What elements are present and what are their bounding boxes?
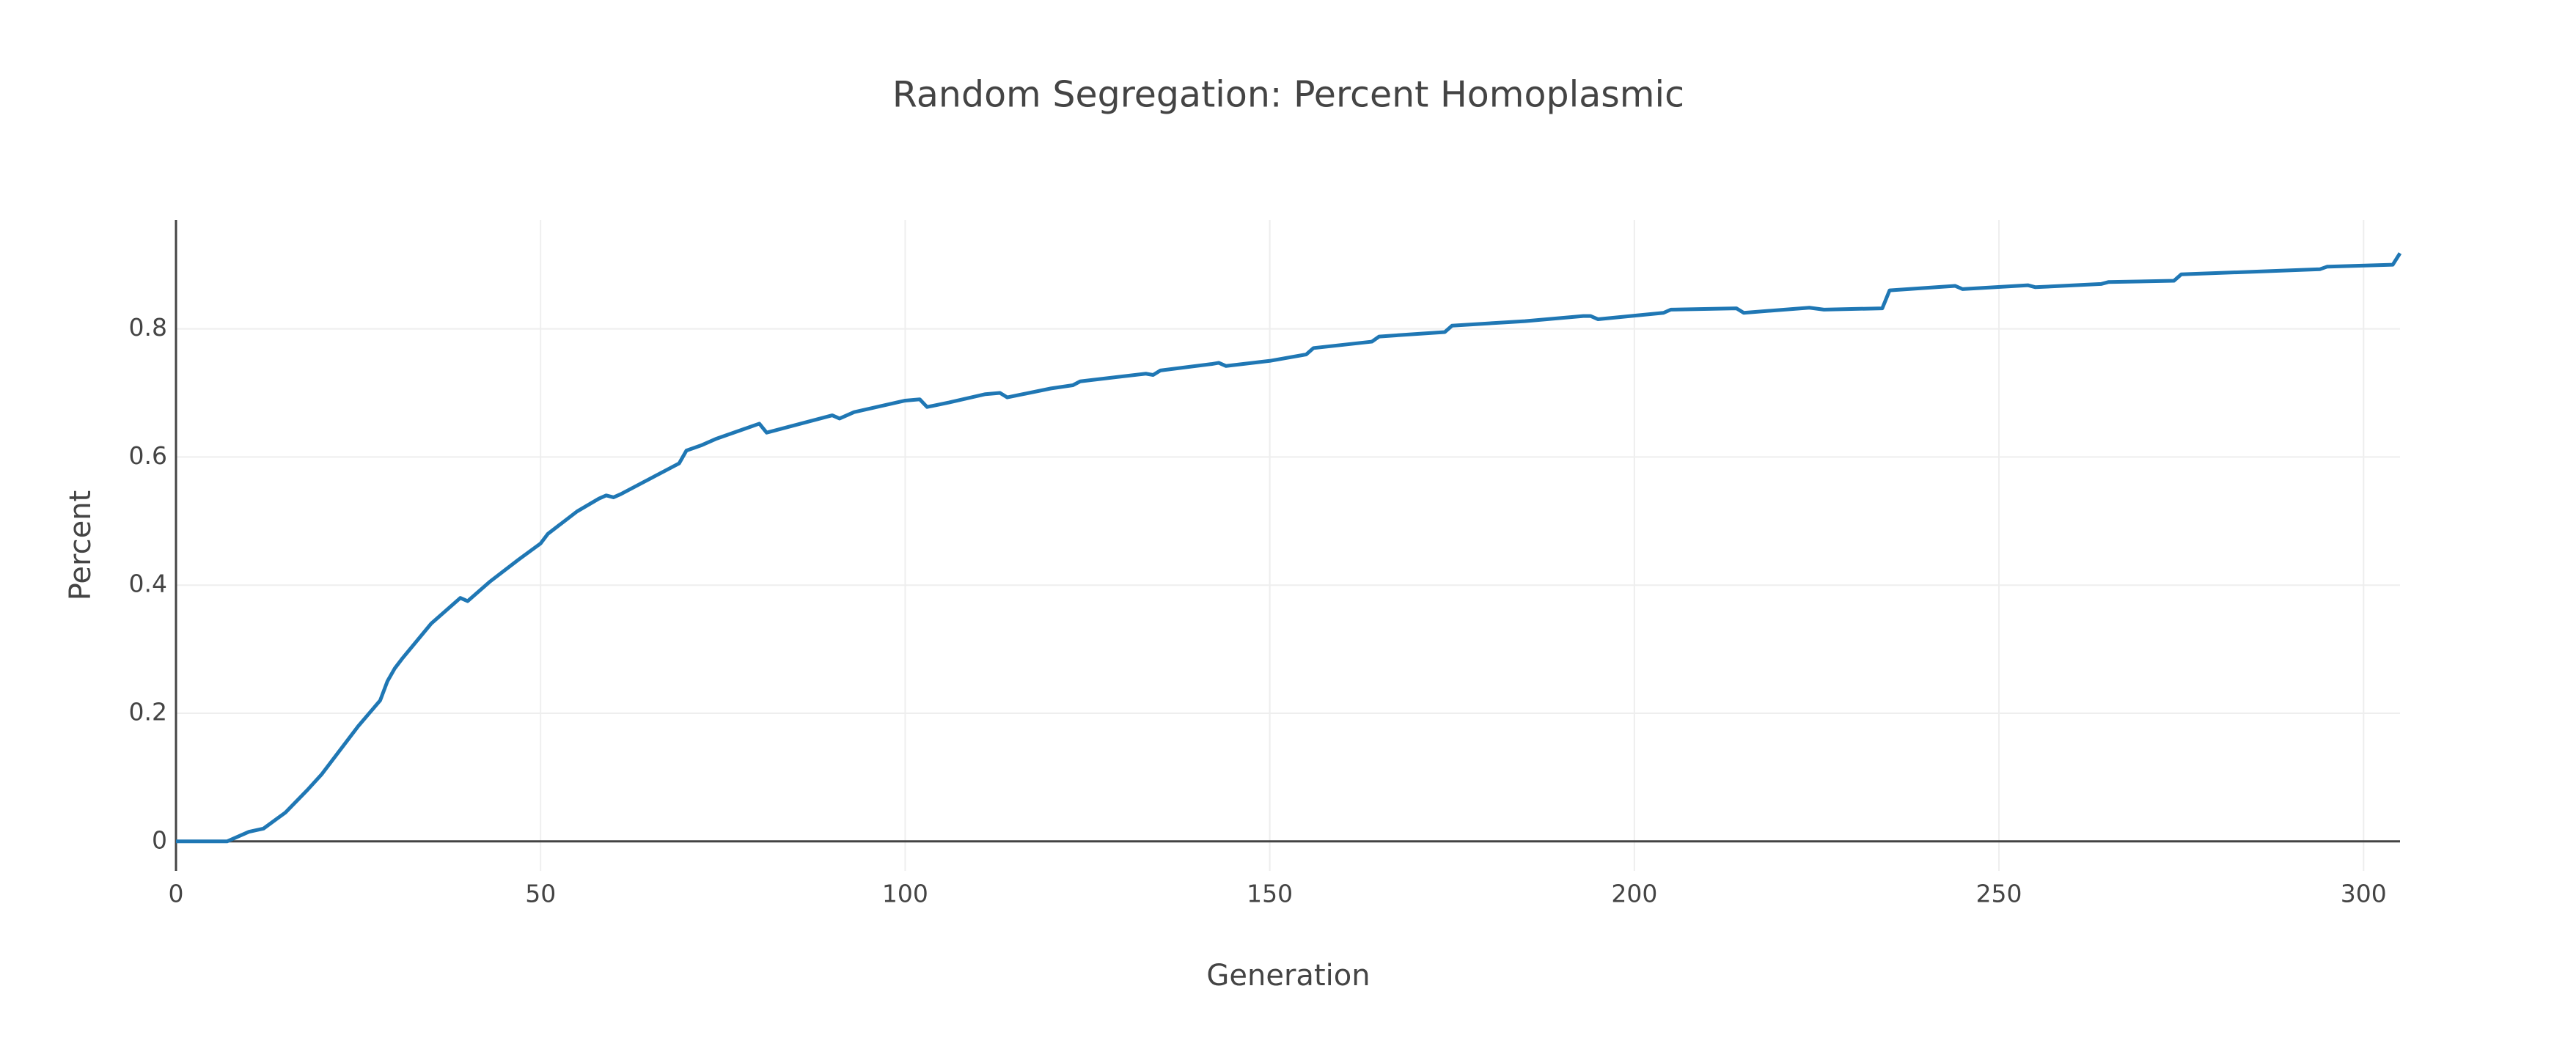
y-axis-title: Percent	[64, 490, 98, 601]
chart-title: Random Segregation: Percent Homoplasmic	[892, 74, 1684, 116]
x-tick-label: 0	[169, 880, 184, 908]
x-tick-label: 50	[525, 880, 556, 908]
y-tick-label: 0	[152, 825, 167, 854]
y-tick-label: 0.4	[129, 570, 167, 598]
x-axis-title: Generation	[1206, 959, 1370, 993]
x-tick-label: 250	[1976, 880, 2022, 908]
data-line	[176, 252, 2402, 844]
x-tick-label: 100	[882, 880, 928, 908]
x-tick-label: 300	[2341, 880, 2387, 908]
x-tick-label: 150	[1247, 880, 1293, 908]
y-tick-label: 0.6	[129, 441, 167, 470]
y-tick-label: 0.2	[129, 697, 167, 726]
y-tick-label: 0.8	[129, 313, 167, 342]
x-tick-label: 200	[1611, 880, 1657, 908]
